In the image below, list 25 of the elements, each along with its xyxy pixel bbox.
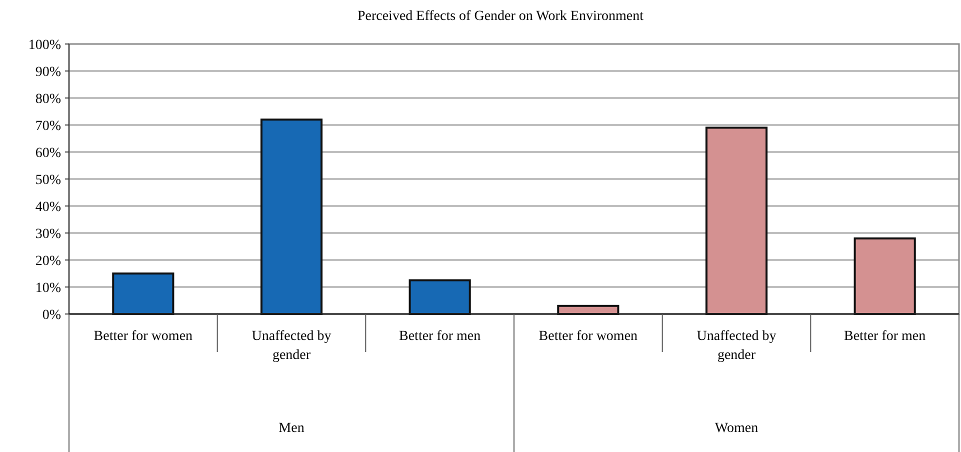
y-tick-label: 50% bbox=[35, 172, 62, 188]
y-tick-label: 60% bbox=[35, 146, 62, 161]
bar bbox=[112, 272, 174, 315]
x-tick-label: Better for men bbox=[844, 329, 926, 344]
bar bbox=[260, 118, 323, 315]
y-tick-label: 80% bbox=[35, 92, 62, 107]
x-tick-label: Better for women bbox=[538, 329, 638, 344]
y-tick-label: 70% bbox=[35, 118, 62, 134]
y-tick-label: 10% bbox=[35, 280, 62, 296]
bar bbox=[408, 279, 471, 315]
bar bbox=[854, 237, 916, 315]
y-tick-label: 100% bbox=[28, 38, 62, 53]
y-tick-label: 0% bbox=[42, 308, 62, 323]
chart-title: Perceived Effects of Gender on Work Environment bbox=[357, 9, 644, 24]
y-tick-label: 90% bbox=[35, 64, 62, 80]
y-tick-label: 40% bbox=[35, 200, 62, 215]
bar bbox=[705, 126, 768, 315]
x-tick-label: Unaffected by gender bbox=[696, 329, 776, 363]
x-tick-label: Better for men bbox=[399, 329, 481, 344]
x-tick-label: Better for women bbox=[94, 329, 193, 344]
y-tick-label: 20% bbox=[35, 254, 62, 269]
x-tick-label: Unaffected by gender bbox=[252, 329, 332, 363]
y-tick-label: 30% bbox=[35, 226, 62, 242]
text: Women bbox=[714, 421, 758, 436]
text: Men bbox=[278, 421, 304, 436]
